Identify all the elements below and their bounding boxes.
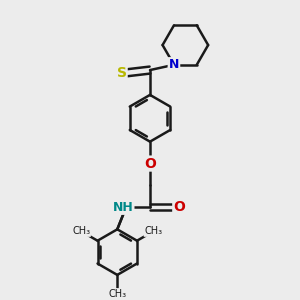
Text: O: O [173, 200, 185, 214]
Text: S: S [117, 66, 127, 80]
Text: N: N [169, 58, 179, 71]
Text: CH₃: CH₃ [108, 289, 126, 298]
Text: NH: NH [113, 201, 134, 214]
Text: CH₃: CH₃ [144, 226, 162, 236]
Text: O: O [144, 157, 156, 171]
Text: N: N [169, 58, 179, 71]
Text: CH₃: CH₃ [72, 226, 90, 236]
